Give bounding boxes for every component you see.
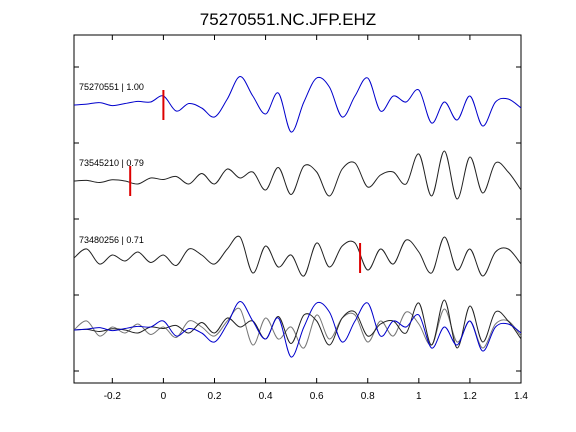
x-tick-label: 0.2 bbox=[208, 391, 222, 402]
trace-line-2 bbox=[73, 150, 522, 200]
overlay-line-1 bbox=[73, 301, 522, 358]
x-tick-label: 0.6 bbox=[310, 391, 324, 402]
traces: 75270551 | 1.00 73545210 | 0.79 73480256 |… bbox=[73, 76, 522, 277]
chart-title: 75270551.NC.JFP.EHZ bbox=[200, 10, 376, 29]
trace-line-1 bbox=[73, 76, 522, 133]
x-tick-label: 0.4 bbox=[259, 391, 273, 402]
plot-frame bbox=[73, 34, 522, 384]
trace-label-2: 73545210 | 0.79 bbox=[79, 158, 144, 168]
x-tick-label: 1 bbox=[416, 391, 422, 402]
x-tick-label: -0.2 bbox=[104, 391, 122, 402]
x-tick-label: 0.8 bbox=[361, 391, 375, 402]
trace-line-3 bbox=[73, 235, 522, 277]
overlay-line-3 bbox=[73, 307, 522, 349]
y-ticks bbox=[74, 66, 521, 372]
trace-label-3: 73480256 | 0.71 bbox=[79, 235, 144, 245]
x-tick-label: 1.2 bbox=[463, 391, 477, 402]
x-axis: -0.2 0 0.2 0.4 0.6 0.8 1 1.2 1.4 bbox=[104, 35, 528, 402]
overlay-traces bbox=[73, 299, 522, 358]
x-tick-label: 0 bbox=[161, 391, 167, 402]
overlay-line-2 bbox=[73, 299, 522, 349]
x-tick-label: 1.4 bbox=[514, 391, 528, 402]
trace-label-1: 75270551 | 1.00 bbox=[79, 82, 144, 92]
